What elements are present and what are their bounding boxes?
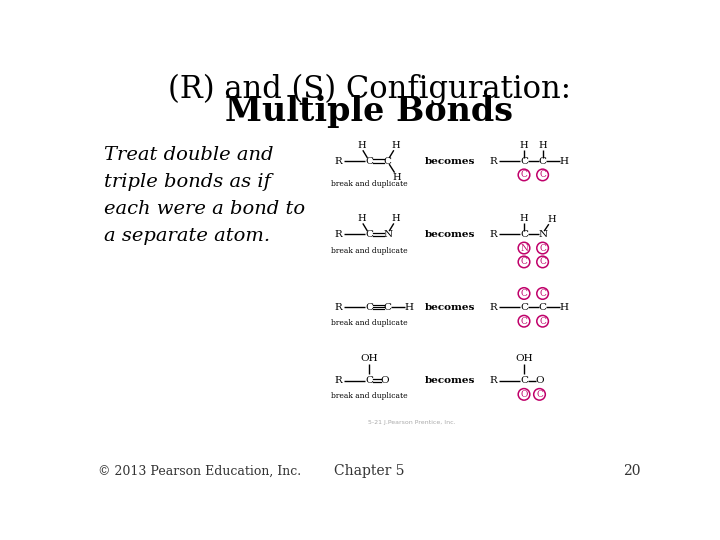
Text: C: C <box>520 303 528 312</box>
Text: Multiple Bonds: Multiple Bonds <box>225 94 513 127</box>
Text: 20: 20 <box>623 464 640 478</box>
Text: N: N <box>520 244 528 253</box>
Text: OH: OH <box>516 354 533 363</box>
Text: break and duplicate: break and duplicate <box>330 180 408 188</box>
Text: C: C <box>539 244 546 253</box>
Text: H: H <box>357 141 366 150</box>
Text: R: R <box>489 157 497 166</box>
Text: R: R <box>489 230 497 239</box>
Text: C: C <box>365 157 373 166</box>
Text: R: R <box>334 303 342 312</box>
Text: 5-21 J.Pearson Prentice, Inc.: 5-21 J.Pearson Prentice, Inc. <box>368 420 456 426</box>
Text: C: C <box>539 171 546 179</box>
Text: C: C <box>365 303 373 312</box>
Text: R: R <box>334 230 342 239</box>
Text: C: C <box>520 157 528 166</box>
Text: break and duplicate: break and duplicate <box>330 247 408 255</box>
Text: C: C <box>539 289 546 298</box>
Text: C: C <box>539 157 546 166</box>
Text: H: H <box>560 303 569 312</box>
Text: H: H <box>392 214 400 224</box>
Text: C: C <box>520 376 528 385</box>
Text: R: R <box>334 376 342 385</box>
Text: C: C <box>521 316 528 326</box>
Text: H: H <box>548 215 557 224</box>
Text: H: H <box>520 141 528 150</box>
Text: C: C <box>520 230 528 239</box>
Text: Chapter 5: Chapter 5 <box>334 464 404 478</box>
Text: N: N <box>383 230 392 239</box>
Text: R: R <box>489 376 497 385</box>
Text: C: C <box>521 289 528 298</box>
Text: C: C <box>384 157 392 166</box>
Text: OH: OH <box>360 354 378 363</box>
Text: O: O <box>535 376 544 385</box>
Text: Treat double and
triple bonds as if
each were a bond to
a separate atom.: Treat double and triple bonds as if each… <box>104 146 305 245</box>
Text: O: O <box>380 376 389 385</box>
Text: (R) and (S) Configuration:: (R) and (S) Configuration: <box>168 74 570 105</box>
Text: H: H <box>391 141 400 150</box>
Text: break and duplicate: break and duplicate <box>330 392 408 400</box>
Text: C: C <box>539 303 546 312</box>
Text: © 2013 Pearson Education, Inc.: © 2013 Pearson Education, Inc. <box>98 465 301 478</box>
Text: break and duplicate: break and duplicate <box>330 319 408 327</box>
Text: C: C <box>365 230 373 239</box>
Text: H: H <box>560 157 569 166</box>
Text: becomes: becomes <box>426 303 476 312</box>
Text: H: H <box>520 214 528 224</box>
Text: becomes: becomes <box>426 230 476 239</box>
Text: H: H <box>405 303 414 312</box>
Text: H: H <box>539 141 547 150</box>
Text: H: H <box>392 173 401 182</box>
Text: N: N <box>538 230 547 239</box>
Text: R: R <box>489 303 497 312</box>
Text: C: C <box>365 376 373 385</box>
Text: C: C <box>521 258 528 266</box>
Text: R: R <box>334 157 342 166</box>
Text: becomes: becomes <box>426 157 476 166</box>
Text: C: C <box>539 258 546 266</box>
Text: O: O <box>521 390 528 399</box>
Text: becomes: becomes <box>426 376 476 385</box>
Text: C: C <box>521 171 528 179</box>
Text: C: C <box>539 316 546 326</box>
Text: H: H <box>357 214 366 224</box>
Text: C: C <box>384 303 392 312</box>
Text: C: C <box>536 390 543 399</box>
